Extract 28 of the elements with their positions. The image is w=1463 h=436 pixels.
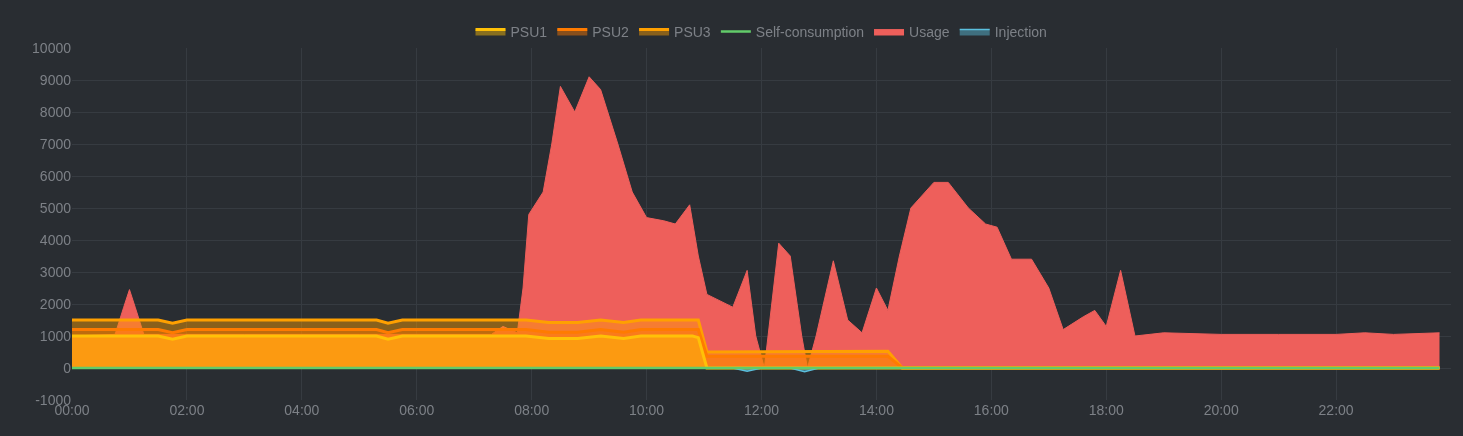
y-tick-label: 9000 [39,71,72,88]
y-tick-label: 1000 [39,327,72,344]
x-tick-label: 16:00 [973,402,1010,418]
x-tick-label: 08:00 [514,402,550,418]
x-tick-label: 10:00 [629,402,665,418]
x-tick-label: 20:00 [1203,402,1239,418]
y-tick-label: 3000 [39,263,72,280]
x-tick-label: 02:00 [169,402,205,418]
y-tick-label: 8000 [39,103,72,120]
y-tick-label: 4000 [39,231,72,248]
x-tick-label: 22:00 [1318,402,1354,418]
y-tick-label: 5000 [39,199,72,216]
x-tick-label: 18:00 [1088,402,1124,418]
legend-label: PSU1 [510,24,548,41]
y-tick-label: 0 [63,359,72,376]
x-tick-label: 14:00 [858,402,895,418]
x-tick-label: 12:00 [743,402,780,418]
x-tick-label: 04:00 [284,402,320,418]
legend-label: Injection [994,24,1047,41]
legend-label: PSU2 [592,24,630,41]
legend-label: Usage [909,24,950,41]
y-tick-label: 10000 [32,39,72,56]
legend-label: Self-consumption [755,24,865,41]
y-tick-label: 7000 [39,135,72,152]
x-tick-label: 06:00 [399,402,435,418]
y-tick-label: 2000 [39,295,72,312]
y-tick-label: 6000 [39,167,72,184]
legend-label: PSU3 [674,24,711,41]
